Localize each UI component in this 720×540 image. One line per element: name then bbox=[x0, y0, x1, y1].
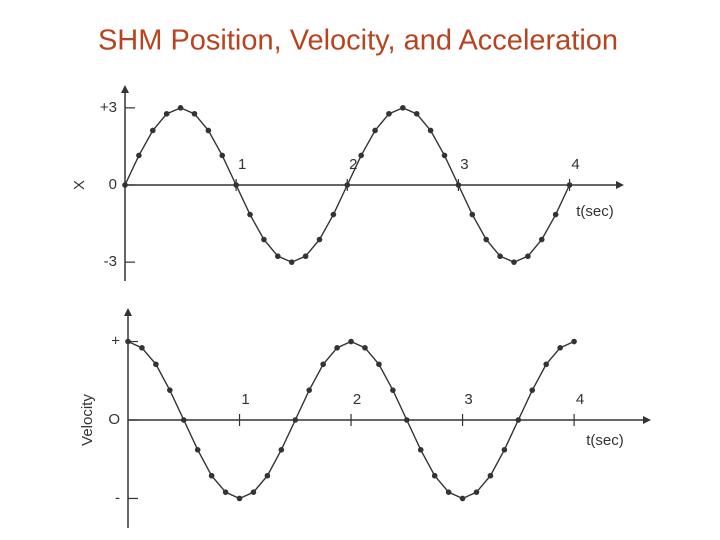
data-point bbox=[306, 387, 313, 393]
x-tick-label: 3 bbox=[460, 156, 468, 173]
data-point bbox=[264, 472, 271, 479]
data-point bbox=[459, 495, 466, 502]
x-axis-arrow bbox=[616, 181, 624, 189]
data-point bbox=[330, 211, 337, 218]
y-tick-label: + bbox=[111, 333, 120, 350]
data-point bbox=[525, 253, 531, 260]
data-point bbox=[205, 127, 212, 134]
data-point bbox=[376, 361, 382, 368]
data-point bbox=[404, 417, 410, 423]
data-point bbox=[571, 338, 577, 345]
y-tick-label: +3 bbox=[100, 99, 117, 116]
data-point bbox=[390, 387, 396, 393]
data-point bbox=[455, 182, 462, 188]
slide-title: SHM Position, Velocity, and Acceleration bbox=[98, 25, 618, 57]
data-point bbox=[136, 152, 142, 159]
data-point bbox=[191, 110, 198, 117]
y-tick-label: -3 bbox=[104, 253, 117, 270]
data-point bbox=[413, 110, 420, 117]
data-point bbox=[557, 345, 563, 351]
data-point bbox=[473, 489, 480, 495]
data-point bbox=[362, 345, 368, 351]
x-tick-label: 1 bbox=[238, 156, 246, 173]
data-point bbox=[194, 447, 201, 453]
data-point bbox=[529, 387, 536, 393]
data-point bbox=[320, 361, 326, 368]
data-point bbox=[344, 182, 351, 188]
x-tick-label: 3 bbox=[464, 391, 472, 408]
data-point bbox=[372, 127, 378, 134]
data-point bbox=[302, 253, 309, 260]
data-point bbox=[250, 489, 257, 495]
data-point bbox=[167, 387, 173, 393]
x-tick-label: 2 bbox=[353, 391, 361, 408]
data-point bbox=[275, 253, 281, 260]
data-point bbox=[552, 211, 559, 218]
data-point bbox=[441, 152, 448, 159]
data-point bbox=[125, 338, 131, 345]
data-point bbox=[483, 236, 489, 243]
data-point bbox=[511, 259, 517, 265]
y-axis-arrow bbox=[124, 308, 132, 316]
x-tick-label: 1 bbox=[241, 391, 249, 408]
y-tick-label: - bbox=[115, 489, 120, 506]
data-point bbox=[261, 236, 267, 243]
data-point bbox=[469, 211, 476, 218]
x-axis-label: t(sec) bbox=[576, 203, 614, 220]
data-point bbox=[122, 182, 128, 188]
data-point bbox=[288, 259, 295, 265]
data-point bbox=[149, 127, 156, 134]
y-axis-arrow bbox=[121, 85, 129, 93]
data-point bbox=[334, 345, 340, 351]
data-point bbox=[497, 253, 503, 260]
data-point bbox=[358, 152, 364, 159]
data-point bbox=[515, 417, 522, 423]
data-point bbox=[247, 211, 253, 218]
x-tick-label: 2 bbox=[349, 156, 357, 173]
data-point bbox=[153, 361, 159, 368]
data-point bbox=[445, 489, 452, 495]
y-tick-label: 0 bbox=[109, 176, 117, 193]
data-point bbox=[316, 236, 323, 243]
y-axis-label: Velocity bbox=[79, 394, 96, 446]
data-point bbox=[139, 345, 145, 351]
data-point bbox=[427, 127, 434, 134]
data-point bbox=[501, 447, 508, 453]
data-point bbox=[180, 417, 187, 423]
data-point bbox=[538, 236, 545, 243]
data-point bbox=[348, 338, 354, 345]
x-tick-label: 4 bbox=[571, 156, 579, 173]
data-point bbox=[163, 110, 170, 117]
data-point bbox=[219, 152, 226, 159]
data-point bbox=[431, 472, 438, 479]
data-point bbox=[177, 105, 184, 111]
data-point bbox=[208, 472, 215, 479]
x-axis-arrow bbox=[643, 416, 651, 424]
data-point bbox=[400, 105, 406, 111]
data-point bbox=[566, 182, 573, 188]
data-point bbox=[292, 417, 299, 423]
data-point bbox=[222, 489, 229, 495]
y-axis-label: X bbox=[71, 180, 88, 190]
data-point bbox=[233, 182, 239, 188]
data-point bbox=[543, 361, 550, 368]
data-point bbox=[386, 110, 392, 117]
x-axis-label: t(sec) bbox=[586, 432, 624, 449]
x-tick-label: 4 bbox=[576, 391, 584, 408]
data-point bbox=[487, 472, 494, 479]
y-tick-label: O bbox=[108, 411, 120, 428]
data-point bbox=[417, 447, 424, 453]
data-point bbox=[236, 495, 243, 502]
data-point bbox=[278, 447, 285, 453]
